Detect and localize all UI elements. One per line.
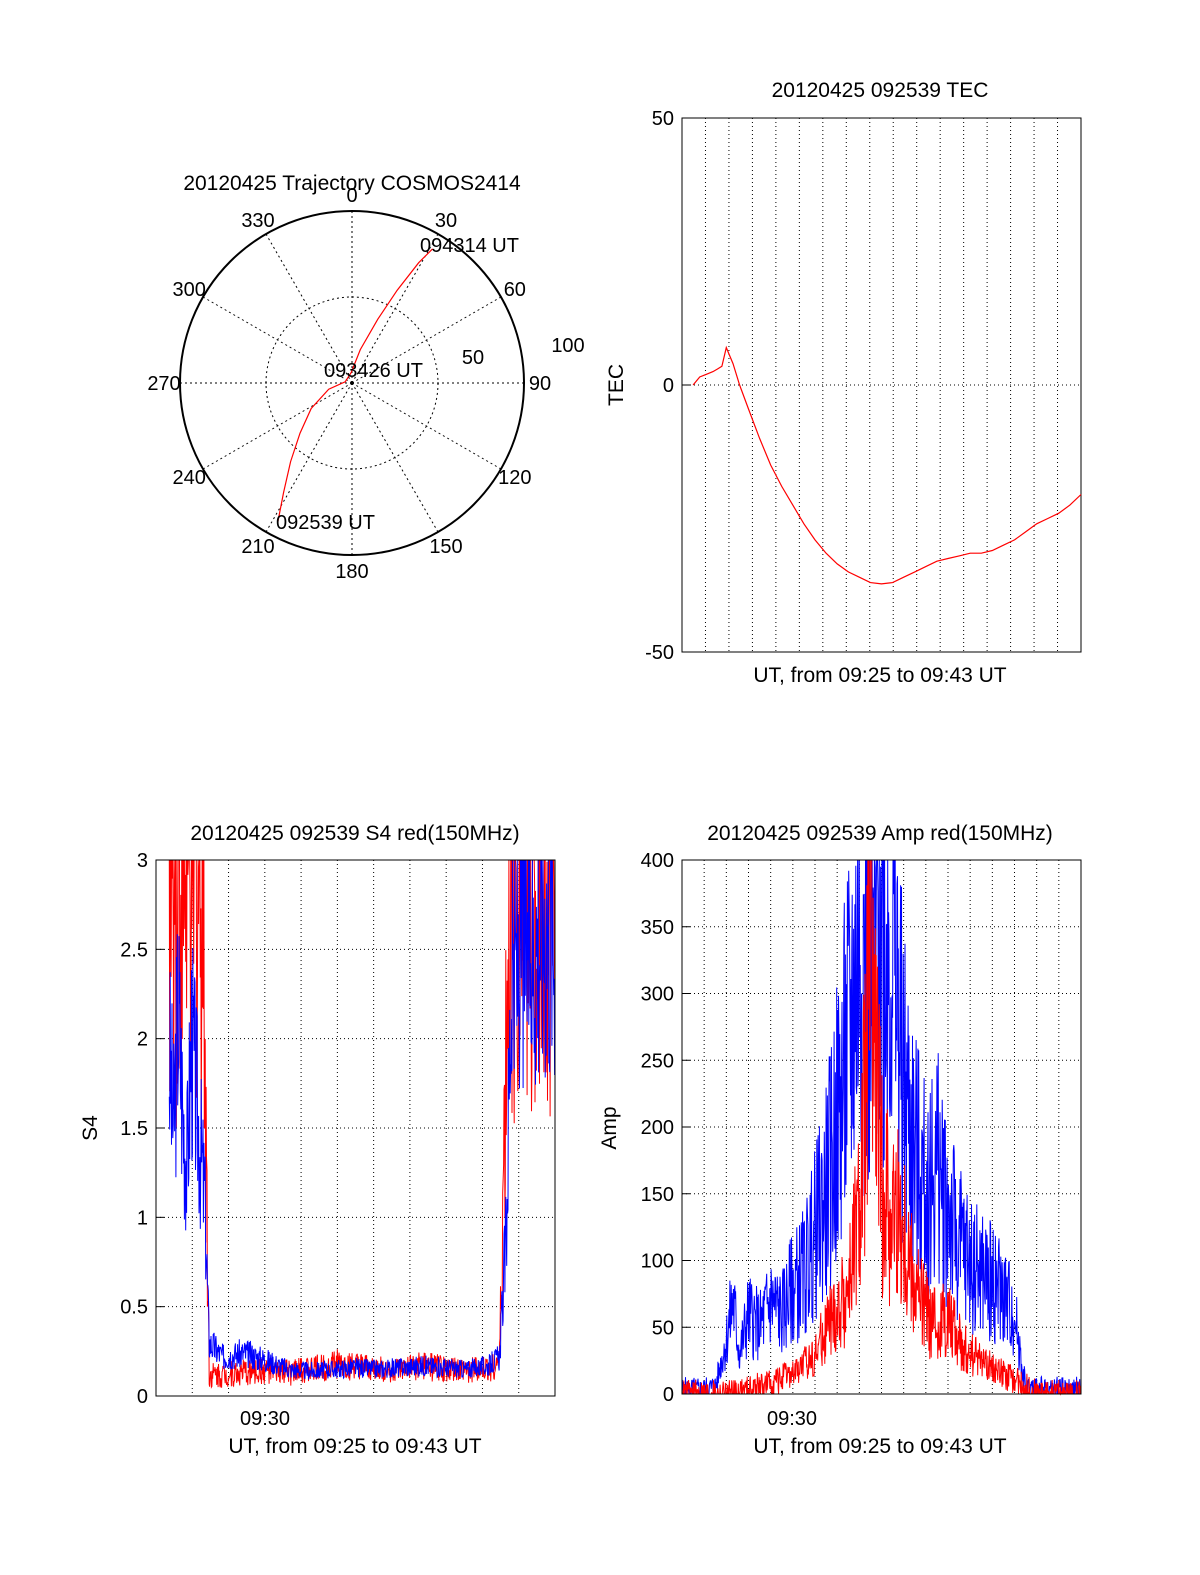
polar-track-series	[277, 248, 434, 523]
s4-grid	[156, 859, 555, 1397]
amp-xtick-0930: 09:30	[767, 1408, 817, 1430]
polar-title: 20120425 Trajectory COSMOS2414	[183, 172, 521, 195]
s4-series	[168, 859, 556, 1389]
polar-spoke	[265, 382, 353, 533]
polar-grid	[180, 211, 524, 555]
tec-grid	[682, 117, 1081, 653]
s4-ytick-label: 0.5	[120, 1297, 148, 1319]
polar-azimuth-label: 120	[498, 467, 531, 489]
amp-ytick-label: 200	[641, 1117, 674, 1139]
tec-ytick-label: 0	[663, 375, 674, 397]
s4-ylabel: S4	[79, 1115, 102, 1141]
polar-azimuth-label: 150	[429, 536, 462, 558]
amp-ytick-label: 300	[641, 984, 674, 1006]
track-end-label: 094314 UT	[420, 235, 519, 257]
s4-xtick-0930: 09:30	[240, 1408, 290, 1430]
s4-ytick-label: 1	[137, 1207, 148, 1229]
amp-red-series	[681, 859, 1082, 1396]
s4-title: 20120425 092539 S4 red(150MHz)	[190, 822, 519, 845]
polar-spoke	[202, 382, 353, 470]
polar-azimuth-label: 300	[172, 279, 205, 301]
polar-panel: 20120425 Trajectory COSMOS2414 0 30 60 90 12…	[147, 172, 584, 583]
amp-blue-series	[681, 859, 1081, 1395]
tec-axes-box	[681, 117, 1082, 653]
polar-azimuth-label: 90	[529, 373, 551, 395]
s4-red-series	[168, 859, 556, 1389]
polar-ring-label-100: 100	[551, 335, 584, 357]
polar-azimuth-label: 270	[147, 373, 180, 395]
polar-outer-ring	[179, 210, 525, 556]
s4-panel: 20120425 092539 S4 red(150MHz) 0 0.5 1 1.5 2…	[79, 822, 556, 1458]
tec-series-line	[692, 345, 1082, 585]
amp-ytick-label: 150	[641, 1184, 674, 1206]
polar-azimuth-label: 210	[241, 536, 274, 558]
tec-ylabel: TEC	[605, 364, 628, 406]
polar-spoke	[351, 382, 502, 470]
s4-blue-series	[168, 859, 556, 1380]
polar-spoke	[202, 296, 353, 384]
polar-spoke	[351, 233, 439, 384]
amp-y-tick-labels: 0 50 100 150 200 250 300 350 400	[641, 850, 674, 1406]
amp-title: 20120425 092539 Amp red(150MHz)	[707, 822, 1053, 845]
amp-ytick-label: 0	[663, 1384, 674, 1406]
amp-ytick-label: 250	[641, 1050, 674, 1072]
polar-azimuth-label: 330	[241, 210, 274, 232]
s4-ytick-label: 0	[137, 1386, 148, 1408]
polar-azimuth-label: 30	[435, 210, 457, 232]
tec-title: 20120425 092539 TEC	[772, 79, 989, 102]
amp-ytick-label: 100	[641, 1251, 674, 1273]
polar-azimuth-label: 240	[172, 467, 205, 489]
tec-y-tick-labels: -50 0 50	[645, 108, 674, 664]
amp-ytick-label: 400	[641, 850, 674, 872]
tec-ytick-label: 50	[652, 108, 674, 130]
amp-xlabel: UT, from 09:25 to 09:43 UT	[753, 1435, 1006, 1458]
polar-azimuth-labels: 0 30 60 90 120 150 180 210 240 270 300 330	[147, 185, 551, 583]
polar-azimuth-label: 60	[504, 279, 526, 301]
amp-series	[681, 859, 1082, 1396]
amp-ytick-label: 50	[652, 1317, 674, 1339]
polar-azimuth-label: 0	[346, 185, 357, 207]
s4-ytick-label: 2	[137, 1029, 148, 1051]
amp-panel: 20120425 092539 Amp red(150MHz) 0 50 100 15…	[598, 822, 1082, 1458]
s4-ytick-label: 2.5	[120, 939, 148, 961]
amp-ytick-label: 350	[641, 917, 674, 939]
s4-ytick-label: 1.5	[120, 1118, 148, 1140]
amp-axes-box	[681, 859, 1082, 1395]
tec-panel: 20120425 092539 TEC -50 0 50 TEC UT, from …	[605, 79, 1082, 687]
s4-y-tick-labels: 0 0.5 1 1.5 2 2.5 3	[120, 850, 148, 1408]
track-mid-label: 093426 UT	[324, 360, 423, 382]
polar-spoke	[351, 382, 439, 533]
tec-xlabel: UT, from 09:25 to 09:43 UT	[753, 664, 1006, 687]
tec-ytick-label: -50	[645, 642, 674, 664]
polar-spoke	[351, 296, 502, 384]
s4-ytick-label: 3	[137, 850, 148, 872]
s4-axes-box	[155, 859, 556, 1397]
polar-ring-label-50: 50	[462, 347, 484, 369]
polar-azimuth-label: 180	[335, 561, 368, 583]
amp-ylabel: Amp	[598, 1106, 621, 1149]
polar-spoke	[265, 233, 353, 384]
s4-xlabel: UT, from 09:25 to 09:43 UT	[228, 1435, 481, 1458]
track-start-label: 092539 UT	[276, 512, 375, 534]
